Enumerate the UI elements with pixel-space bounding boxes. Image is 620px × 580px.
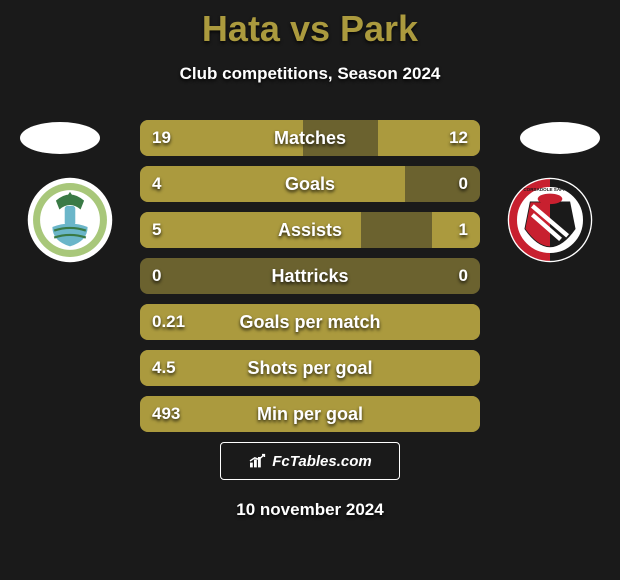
stat-row: 40Goals xyxy=(140,166,480,202)
stat-row: 493Min per goal xyxy=(140,396,480,432)
fctables-logo: FcTables.com xyxy=(220,442,400,480)
svg-text:CORSADOLE SAPPORO: CORSADOLE SAPPORO xyxy=(523,187,577,192)
stat-row: 51Assists xyxy=(140,212,480,248)
stat-label: Matches xyxy=(140,120,480,156)
stat-label: Min per goal xyxy=(140,396,480,432)
date-text: 10 november 2024 xyxy=(0,500,620,520)
chart-icon xyxy=(248,453,268,469)
club-badge-left xyxy=(26,176,114,264)
stats-container: 1912Matches 40Goals 51Assists 00Hattricks 0.… xyxy=(140,120,480,442)
stat-row: 1912Matches xyxy=(140,120,480,156)
stat-label: Assists xyxy=(140,212,480,248)
logo-text: FcTables.com xyxy=(272,453,371,470)
stat-label: Hattricks xyxy=(140,258,480,294)
subtitle: Club competitions, Season 2024 xyxy=(0,64,620,84)
stat-row: 00Hattricks xyxy=(140,258,480,294)
page-title: Hata vs Park xyxy=(0,0,620,50)
flag-left xyxy=(20,122,100,154)
stat-label: Goals per match xyxy=(140,304,480,340)
stat-label: Goals xyxy=(140,166,480,202)
flag-right xyxy=(520,122,600,154)
stat-row: 0.21Goals per match xyxy=(140,304,480,340)
stat-label: Shots per goal xyxy=(140,350,480,386)
club-badge-right: CORSADOLE SAPPORO xyxy=(506,176,594,264)
stat-row: 4.5Shots per goal xyxy=(140,350,480,386)
